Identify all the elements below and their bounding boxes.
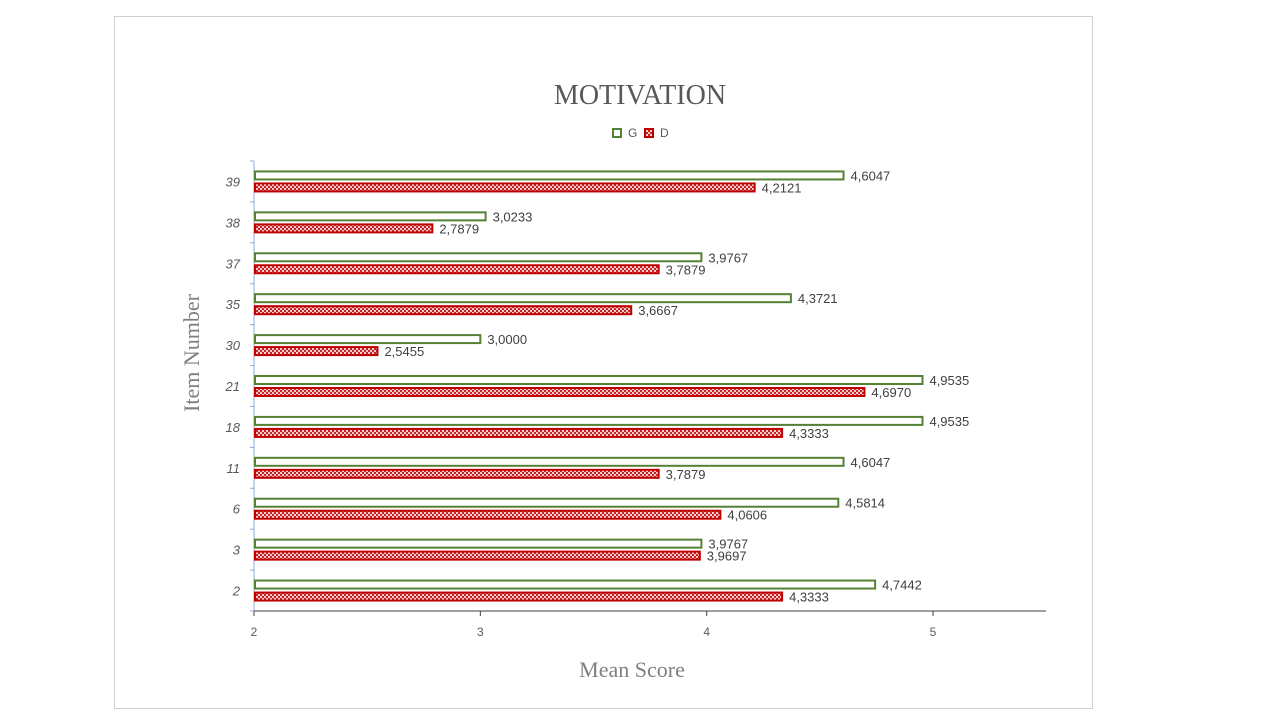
bar-d xyxy=(254,305,633,316)
plot-area: 2 3 4 5 2 3 6 11 18 21 30 35 37 38 39 4,7442 3,9767 4,581… xyxy=(225,160,1046,639)
data-label-g: 4,6047 xyxy=(851,455,891,470)
data-label-d: 3,6667 xyxy=(638,303,678,318)
data-label-d: 3,7879 xyxy=(666,262,706,277)
data-label-d: 3,9697 xyxy=(707,549,747,564)
data-label-g: 4,9535 xyxy=(929,373,969,388)
x-tick-label: 4 xyxy=(703,625,710,639)
data-label-g: 4,3721 xyxy=(798,291,838,306)
bar-g xyxy=(254,497,840,508)
data-label-d: 3,7879 xyxy=(666,467,706,482)
data-label-d: 4,3333 xyxy=(789,426,829,441)
bar-d xyxy=(254,550,701,561)
bar-d xyxy=(254,223,434,234)
y-axis-title: Item Number xyxy=(179,293,204,412)
data-label-g: 4,7442 xyxy=(882,578,922,593)
data-label-d: 4,0606 xyxy=(727,508,767,523)
bar-d xyxy=(254,182,756,193)
x-tick-label: 2 xyxy=(251,625,258,639)
category-label: 21 xyxy=(225,379,240,394)
data-label-g: 4,5814 xyxy=(845,496,885,511)
bar-g xyxy=(254,293,792,304)
data-label-d: 4,2121 xyxy=(762,180,802,195)
legend-label-d: D xyxy=(660,126,669,140)
category-label: 18 xyxy=(226,420,241,435)
data-label-d: 4,3333 xyxy=(789,590,829,605)
category-label: 35 xyxy=(226,297,241,312)
data-label-g: 4,9535 xyxy=(929,414,969,429)
legend-swatch-g xyxy=(612,128,622,138)
chart-title: MOTIVATION xyxy=(554,80,726,111)
data-label-g: 3,0000 xyxy=(487,332,527,347)
category-label: 38 xyxy=(226,215,241,230)
bar-d xyxy=(254,427,784,438)
bar-d xyxy=(254,509,722,520)
bar-g xyxy=(254,415,924,426)
x-axis-title: Mean Score xyxy=(579,657,685,682)
category-label: 3 xyxy=(233,543,241,558)
bar-g xyxy=(254,538,703,549)
category-label: 30 xyxy=(226,338,241,353)
data-label-d: 4,6970 xyxy=(871,385,911,400)
bar-g xyxy=(254,579,877,590)
data-label-g: 3,9767 xyxy=(708,250,748,265)
category-label: 37 xyxy=(226,256,241,271)
legend-label-g: G xyxy=(628,126,637,140)
category-label: 11 xyxy=(227,461,241,476)
x-tick-label: 3 xyxy=(477,625,484,639)
category-label: 39 xyxy=(226,174,240,189)
bar-d xyxy=(254,387,866,397)
bar-g xyxy=(254,334,482,345)
bar-g xyxy=(254,375,924,385)
bar-g xyxy=(254,456,845,467)
bar-g xyxy=(254,211,487,222)
data-label-g: 3,0233 xyxy=(493,209,533,224)
bar-d xyxy=(254,264,660,275)
data-label-g: 4,6047 xyxy=(851,168,891,183)
legend-item-d: D xyxy=(644,126,669,140)
data-label-g: 3,9767 xyxy=(708,537,748,552)
legend-swatch-d xyxy=(644,128,654,138)
data-label-d: 2,5455 xyxy=(384,344,424,359)
category-label: 2 xyxy=(232,584,241,599)
bar-d xyxy=(254,591,784,602)
data-label-d: 2,7879 xyxy=(439,221,479,236)
bar-d xyxy=(254,468,660,479)
category-label: 6 xyxy=(233,502,241,517)
bar-d xyxy=(254,346,379,357)
legend-item-g: G xyxy=(612,126,637,140)
x-tick-label: 5 xyxy=(930,625,937,639)
bar-g xyxy=(254,170,845,181)
bar-g xyxy=(254,252,703,263)
